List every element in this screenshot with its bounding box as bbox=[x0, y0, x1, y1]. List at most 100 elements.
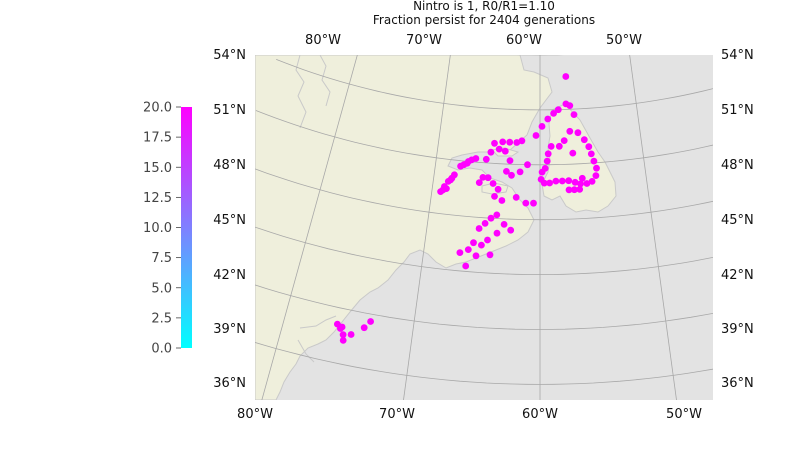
data-point bbox=[555, 142, 563, 150]
data-point bbox=[592, 172, 600, 180]
data-point bbox=[577, 180, 584, 188]
colorbar-tick-label: 20.0 bbox=[143, 101, 172, 116]
data-point bbox=[554, 106, 562, 114]
left-lat-label: 45°N bbox=[213, 213, 246, 228]
data-point bbox=[508, 171, 515, 179]
data-point bbox=[583, 180, 591, 187]
left-lat-label: 39°N bbox=[213, 322, 246, 337]
data-point bbox=[489, 180, 497, 187]
data-point bbox=[571, 178, 579, 186]
colorbar-tick-label: 0.0 bbox=[151, 342, 172, 357]
data-point bbox=[574, 129, 582, 137]
data-point bbox=[566, 127, 574, 135]
data-point bbox=[493, 211, 501, 219]
colorbar-gradient bbox=[181, 107, 192, 348]
data-point bbox=[590, 157, 598, 165]
chart-title-line2: Fraction persist for 2404 generations bbox=[372, 13, 596, 27]
points-layer bbox=[334, 73, 600, 344]
left-lat-label: 54°N bbox=[213, 48, 246, 63]
left-latitude-labels: 54°N 51°N 48°N 45°N 42°N 39°N 36°N bbox=[213, 48, 246, 391]
data-point bbox=[484, 174, 492, 182]
right-lat-label: 39°N bbox=[721, 322, 754, 337]
data-point bbox=[543, 157, 551, 165]
colorbar-tick-label: 7.5 bbox=[151, 251, 172, 266]
data-point bbox=[470, 239, 477, 247]
data-point bbox=[538, 123, 546, 130]
data-point bbox=[494, 185, 502, 193]
right-latitude-labels: 54°N 51°N 48°N 45°N 42°N 39°N 36°N bbox=[721, 48, 754, 391]
lon-gridline bbox=[403, 55, 451, 400]
top-lon-label: 70°W bbox=[406, 33, 442, 48]
data-point bbox=[506, 157, 514, 165]
data-point bbox=[566, 102, 574, 109]
data-point bbox=[516, 168, 524, 176]
data-point bbox=[522, 199, 530, 207]
left-lat-label: 36°N bbox=[213, 376, 246, 391]
coastline-detail bbox=[295, 55, 337, 363]
bottom-lon-label: 80°W bbox=[237, 407, 273, 422]
data-point bbox=[576, 186, 584, 193]
map-area bbox=[255, 55, 713, 400]
top-lon-label: 80°W bbox=[305, 33, 341, 48]
data-point bbox=[482, 155, 490, 163]
top-lon-label: 60°W bbox=[506, 33, 542, 48]
colorbar-tick-label: 12.5 bbox=[143, 191, 172, 206]
data-point bbox=[472, 155, 480, 162]
data-point bbox=[532, 132, 540, 139]
colorbar-ticks: 0.0 2.5 5.0 7.5 10.0 12.5 15.0 17.5 20.0 bbox=[143, 101, 181, 357]
data-point bbox=[495, 145, 503, 153]
top-longitude-labels: 80°W 70°W 60°W 50°W bbox=[305, 33, 642, 48]
land-newfoundland bbox=[541, 103, 617, 213]
data-point bbox=[475, 179, 483, 187]
data-point bbox=[507, 226, 515, 234]
data-point bbox=[565, 177, 573, 185]
bottom-longitude-labels: 80°W 70°W 60°W 50°W bbox=[237, 407, 702, 422]
data-point bbox=[552, 177, 560, 185]
colorbar-tick-label: 17.5 bbox=[143, 131, 172, 146]
data-point bbox=[486, 251, 494, 259]
data-point bbox=[513, 139, 521, 146]
data-point bbox=[338, 323, 346, 331]
data-point bbox=[585, 143, 593, 151]
data-point bbox=[339, 331, 347, 339]
data-point bbox=[578, 174, 586, 182]
data-point bbox=[588, 178, 596, 185]
bottom-lon-label: 60°W bbox=[522, 407, 558, 422]
bottom-lon-label: 50°W bbox=[666, 407, 702, 422]
data-point bbox=[565, 186, 573, 194]
data-point bbox=[367, 318, 374, 325]
data-point bbox=[487, 214, 495, 222]
data-point bbox=[472, 252, 480, 260]
data-point bbox=[544, 150, 552, 158]
data-point bbox=[569, 149, 577, 157]
data-point bbox=[499, 138, 507, 146]
data-point bbox=[465, 158, 472, 165]
data-point bbox=[464, 246, 472, 254]
chart-title-line1: Nintro is 1, R0/R1=1.10 bbox=[413, 0, 555, 13]
data-point bbox=[481, 220, 489, 227]
right-lat-label: 42°N bbox=[721, 268, 754, 283]
left-lat-label: 48°N bbox=[213, 158, 246, 173]
data-point bbox=[558, 177, 566, 185]
left-lat-label: 42°N bbox=[213, 268, 246, 283]
right-lat-label: 36°N bbox=[721, 376, 754, 391]
data-point bbox=[524, 161, 531, 169]
data-point bbox=[503, 168, 510, 175]
data-point bbox=[439, 186, 447, 194]
data-point bbox=[547, 143, 555, 150]
left-lat-label: 51°N bbox=[213, 103, 246, 118]
data-point bbox=[550, 110, 557, 117]
data-point bbox=[462, 262, 470, 270]
data-point bbox=[475, 225, 483, 232]
data-point bbox=[544, 115, 552, 123]
colorbar: 0.0 2.5 5.0 7.5 10.0 12.5 15.0 17.5 20.0 bbox=[143, 101, 192, 357]
bottom-lon-label: 70°W bbox=[379, 407, 415, 422]
data-point bbox=[479, 174, 487, 181]
lon-gridline bbox=[261, 55, 358, 400]
data-point bbox=[456, 249, 464, 256]
lat-gridline bbox=[516, 55, 564, 56]
data-point bbox=[451, 171, 458, 179]
colorbar-tick-label: 15.0 bbox=[143, 161, 172, 176]
data-point bbox=[493, 229, 501, 237]
